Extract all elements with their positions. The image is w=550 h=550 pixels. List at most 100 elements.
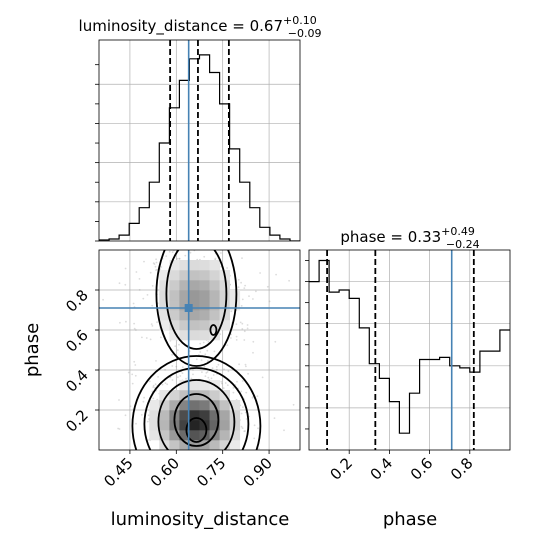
sample-point	[241, 380, 244, 382]
sample-point	[174, 345, 177, 348]
sample-point	[178, 257, 181, 260]
sample-point	[217, 363, 220, 366]
sample-point	[288, 279, 290, 282]
density-cell	[199, 330, 210, 341]
sample-point	[241, 328, 244, 330]
density-cell	[199, 260, 210, 271]
sample-point	[235, 323, 238, 326]
sample-point	[165, 255, 168, 257]
sample-point	[152, 397, 155, 400]
sample-point	[235, 335, 238, 338]
sample-point	[203, 255, 206, 258]
sample-point	[241, 298, 244, 301]
sample-point	[211, 367, 214, 370]
sample-point	[212, 374, 215, 376]
sample-point	[171, 379, 174, 381]
sample-point	[181, 372, 184, 374]
sample-point	[151, 325, 154, 327]
sample-point	[207, 340, 210, 343]
density-cell	[219, 410, 230, 421]
sample-point	[268, 300, 271, 303]
sample-point	[199, 351, 202, 353]
sample-point	[149, 338, 152, 341]
sample-point	[247, 372, 250, 375]
sample-point	[210, 377, 213, 380]
sample-point	[252, 298, 254, 300]
sample-point	[142, 400, 145, 403]
density-cell	[189, 400, 200, 411]
sample-point	[134, 374, 137, 377]
grid	[309, 250, 510, 450]
sample-point	[244, 411, 247, 414]
contour-line	[131, 355, 262, 450]
density-cell	[179, 390, 190, 401]
density-cell	[189, 410, 200, 421]
density-cell	[229, 430, 241, 441]
sample-point	[226, 384, 229, 387]
sample-point	[154, 383, 157, 386]
sample-point	[206, 349, 209, 352]
sample-point	[149, 271, 152, 274]
density-cell	[189, 330, 200, 341]
density-cell	[179, 310, 190, 321]
sample-point	[222, 387, 225, 390]
density-cell	[169, 400, 180, 411]
density-cell	[219, 300, 230, 311]
sample-point	[240, 281, 243, 284]
sample-point	[133, 322, 136, 325]
density-cell	[159, 300, 170, 311]
sample-point	[224, 382, 227, 384]
sample-point	[241, 427, 244, 429]
x-tick-label: 0.90	[240, 454, 276, 490]
contour-line	[157, 379, 236, 450]
density-cell	[219, 420, 230, 431]
sample-point	[283, 429, 285, 432]
sample-point	[157, 376, 160, 378]
density-cell	[179, 410, 190, 421]
sample-point	[202, 341, 205, 344]
sample-point	[176, 257, 179, 260]
luminosity-distance-histogram-panel: luminosity_distance = 0.67+0.10 −0.09	[79, 14, 322, 242]
density-cell	[209, 260, 220, 271]
density-cell	[179, 320, 190, 331]
density-cell	[229, 410, 241, 421]
density-cell	[169, 310, 180, 321]
title-luminosity-distance: luminosity_distance = 0.67+0.10 −0.09	[79, 14, 322, 40]
density-cell	[169, 300, 180, 311]
sample-point	[140, 414, 143, 416]
density-cell	[179, 430, 190, 441]
density-cell	[169, 260, 180, 271]
sample-point	[138, 278, 141, 280]
sample-point	[171, 353, 174, 356]
sample-point	[213, 350, 216, 353]
density-cell	[159, 400, 170, 411]
sample-point	[138, 289, 141, 291]
density-cell	[199, 320, 210, 331]
contour-line	[155, 250, 238, 367]
sample-point	[226, 267, 229, 269]
density-cell	[199, 410, 210, 421]
histogram-step	[99, 54, 300, 241]
sample-point	[160, 266, 163, 268]
density-cell	[179, 260, 190, 271]
y-ticks	[305, 260, 309, 430]
x-axis-label-phase: phase	[383, 509, 437, 530]
sample-point	[154, 265, 157, 268]
sample-point	[240, 425, 243, 428]
sample-point	[244, 284, 247, 287]
sample-point	[230, 337, 232, 339]
sample-point	[189, 251, 192, 254]
sample-point	[133, 327, 136, 330]
sample-point	[152, 386, 155, 388]
density-heatmap	[149, 260, 241, 450]
sample-point	[266, 285, 269, 288]
density-cell	[219, 430, 230, 441]
sample-point	[181, 366, 184, 369]
sample-point	[232, 391, 235, 394]
sample-point	[203, 365, 206, 368]
sample-point	[239, 321, 242, 324]
density-cell	[149, 400, 160, 411]
sample-point	[248, 295, 250, 297]
y-tick-label: 0.8	[62, 286, 92, 316]
sample-point	[124, 283, 127, 286]
